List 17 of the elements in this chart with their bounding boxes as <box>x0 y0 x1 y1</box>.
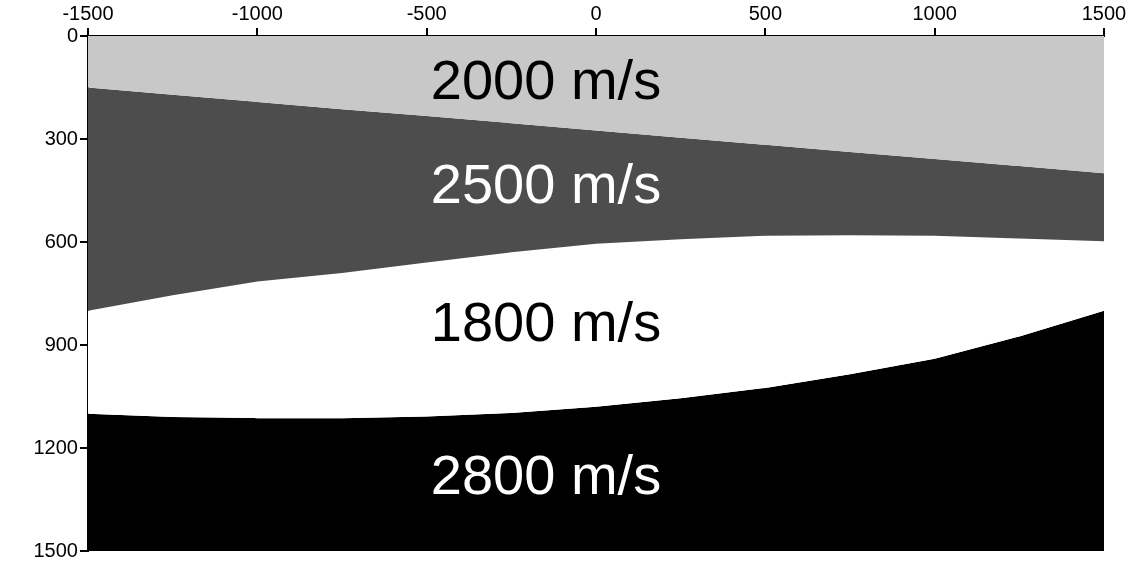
x-tick-label: -500 <box>406 1 447 24</box>
x-tick-label: 1500 <box>1081 1 1127 24</box>
y-tick-label: 1500 <box>33 538 78 561</box>
series-label: 2000 m/s <box>430 47 662 111</box>
y-tick-label: 600 <box>44 229 78 252</box>
x-tick-label: 0 <box>590 1 602 24</box>
y-tick-label: 300 <box>44 126 78 149</box>
x-tick-label: 1000 <box>912 1 957 24</box>
y-tick-label: 1200 <box>33 435 78 458</box>
x-tick-label: 500 <box>748 1 783 24</box>
y-tick-label: 0 <box>66 23 78 46</box>
series-label: 2800 m/s <box>430 443 662 507</box>
x-tick-label: -1000 <box>231 1 283 24</box>
x-tick-label: -1500 <box>62 1 114 24</box>
y-tick-label: 900 <box>44 332 78 355</box>
series-label: 2500 m/s <box>430 151 662 215</box>
series-label: 1800 m/s <box>430 289 662 353</box>
